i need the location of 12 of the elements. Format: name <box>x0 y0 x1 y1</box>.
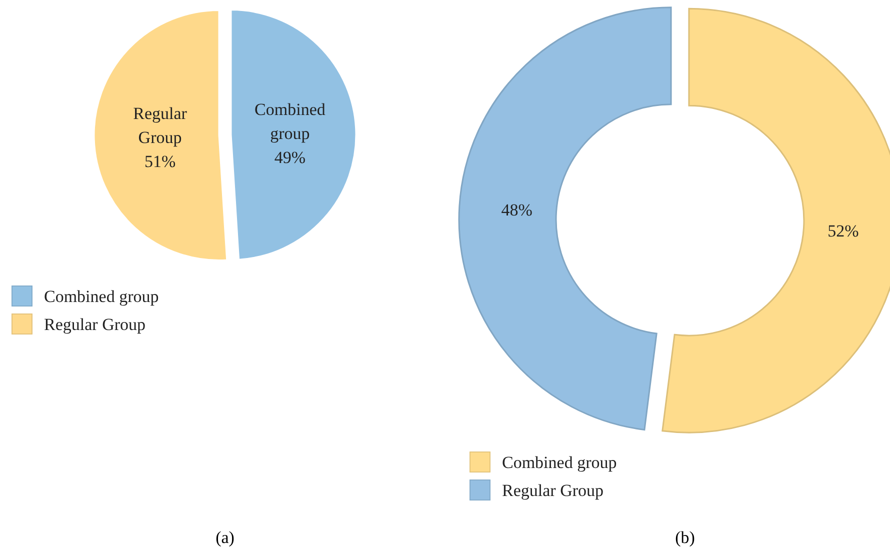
legend-label: Regular Group <box>502 481 604 500</box>
data-label: 51% <box>144 152 176 172</box>
slice-label: Regular Group <box>133 104 188 148</box>
data-label: 48% <box>501 200 532 220</box>
legend-label: Combined group <box>502 453 617 472</box>
slice-label: Combined group <box>254 100 326 143</box>
legend-label: Combined group <box>44 287 159 306</box>
text: (b) <box>675 528 695 547</box>
data-label: 49% <box>274 148 306 167</box>
text: (a) <box>216 528 234 547</box>
legend-label: Regular Group <box>44 315 146 334</box>
data-label: 52% <box>828 221 859 240</box>
